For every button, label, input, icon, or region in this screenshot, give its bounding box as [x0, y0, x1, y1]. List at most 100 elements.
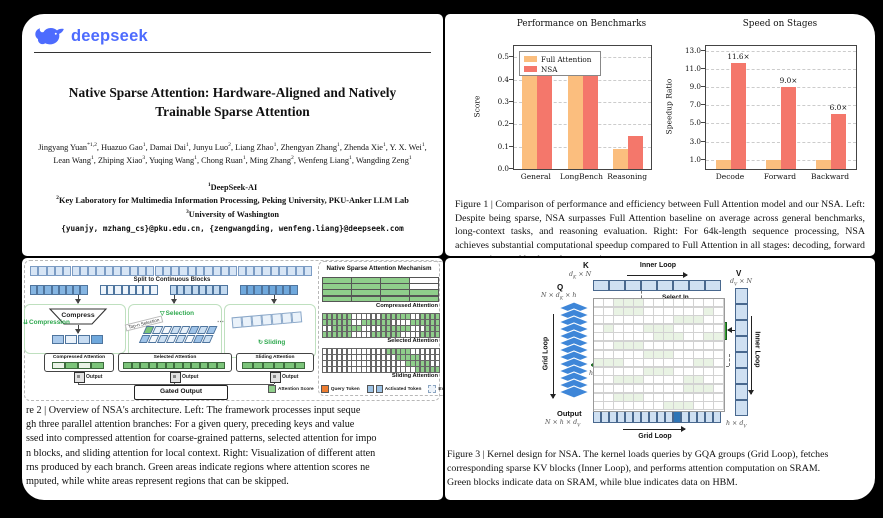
select-in-top-label: Select In	[662, 294, 689, 301]
sliding-grid-cell	[410, 366, 416, 373]
inner-loop-top-arrow	[627, 272, 688, 279]
y-tick-mark	[701, 104, 705, 106]
token-cell	[30, 266, 39, 276]
author: Yuqing Wang1	[149, 155, 197, 166]
bar-value-label: 9.0×	[779, 76, 798, 85]
panel-figure1: Performance on Benchmarks Score Full Atten…	[445, 14, 875, 256]
y-axis-label: Speedup Ratio	[664, 78, 674, 134]
selected-grid-cell	[346, 331, 352, 338]
y-tick-label: 5.0	[689, 118, 701, 128]
y-tick-label: 9.0	[689, 82, 701, 91]
attn-cell	[140, 362, 149, 369]
grid-cell	[713, 306, 724, 316]
output-gate-inner	[273, 375, 276, 378]
chart-title: Speed on Stages	[742, 19, 818, 29]
token-cell	[137, 266, 147, 276]
grid-cell	[593, 401, 604, 411]
author: Jingyang Yuan*1,2	[38, 142, 97, 153]
sliding-grid-label: Sliding Attention	[391, 373, 438, 379]
bar	[582, 64, 598, 169]
token-cell	[121, 266, 130, 276]
grid-cell	[683, 401, 694, 411]
k-cell	[705, 280, 721, 291]
sliding-cell	[291, 311, 303, 324]
author-line: Jingyang Yuan*1,2, Huazuo Gao1, Damai Da…	[38, 142, 427, 166]
author: Ming Zhang2	[249, 155, 294, 166]
block-cell	[58, 285, 66, 295]
attn-cell	[252, 362, 263, 369]
block-cell	[44, 285, 52, 295]
block-cell	[184, 285, 192, 295]
selected-grid-cell	[361, 331, 367, 338]
y-tick-label: 0.1	[497, 141, 509, 151]
selected-grid-cell	[380, 331, 387, 338]
bar	[567, 71, 583, 169]
token-cell	[196, 266, 205, 276]
x-tick-label: LongBench	[560, 172, 603, 181]
grid-cell	[713, 323, 724, 333]
token-cell	[104, 266, 113, 276]
block-cell	[128, 285, 136, 295]
legend-label: NSA	[541, 64, 558, 74]
token-cell	[229, 266, 238, 276]
sliding-label-text: Sliding	[264, 339, 286, 346]
token-cell	[154, 266, 163, 276]
grid-cell	[623, 401, 634, 411]
block-cell	[206, 285, 214, 295]
grid-cell	[673, 401, 684, 411]
bar	[831, 114, 846, 169]
selection-label: ▽Selection	[160, 310, 194, 317]
selected-grid-cell	[356, 331, 362, 338]
ellipsis: ⋯	[217, 319, 224, 326]
token-cell	[270, 266, 279, 276]
legend-swatch	[268, 385, 276, 393]
output-cell	[593, 411, 601, 423]
token-cell	[96, 266, 105, 276]
output-gate	[170, 372, 181, 383]
k-dims: dK × N	[569, 271, 592, 281]
bar	[816, 159, 831, 169]
compressed-cell	[52, 335, 64, 344]
caption-line: corresponding sparse KV blocks (Inner Lo…	[447, 463, 821, 475]
v-cell	[735, 368, 748, 384]
select-in-top-dash	[641, 291, 642, 298]
bar	[766, 159, 781, 169]
block-cell	[51, 285, 59, 295]
token-cell	[171, 266, 180, 276]
chart-title: Performance on Benchmarks	[516, 19, 647, 29]
block-cell	[247, 285, 255, 295]
compressed-cell	[65, 335, 77, 344]
sliding-grid-cell	[356, 366, 362, 373]
sliding-grid-cell	[434, 366, 441, 373]
output-cell	[649, 411, 657, 423]
block-cell	[254, 285, 262, 295]
bar	[628, 136, 644, 169]
sliding-grid-cell	[429, 366, 436, 373]
sliding-grid-cell	[326, 366, 333, 373]
sliding-grid-cell	[371, 366, 377, 373]
attn-cell	[123, 362, 132, 369]
v-label: V	[736, 269, 742, 278]
author: Y. X. Wei1	[389, 142, 425, 153]
v-cell	[735, 336, 748, 352]
token-cell	[129, 266, 138, 276]
figure3-caption: Figure 3 | Kernel design for NSA. The ke…	[447, 448, 875, 491]
token-cell	[113, 266, 122, 276]
compressed-cell	[91, 335, 103, 344]
branch-arrow	[75, 295, 82, 304]
block-cell	[30, 285, 38, 295]
selected-grid-cell	[326, 331, 333, 338]
attn-cell	[273, 362, 284, 369]
y-tick-mark	[701, 140, 705, 142]
branch-arrow	[171, 295, 178, 304]
select-in-right-dash	[729, 354, 730, 366]
mechanism-title: Native Sparse Attention Mechanism	[326, 265, 432, 272]
grid-cell	[713, 401, 724, 411]
output-cell	[609, 411, 617, 423]
sliding-grid-cell	[400, 366, 406, 373]
sliding-grid-cell	[322, 366, 328, 373]
sliding-grid-cell	[375, 366, 382, 373]
selected-grid-cell	[336, 331, 343, 338]
paper-title: Native Sparse Attention: Hardware-Aligne…	[68, 85, 397, 120]
block-cell	[170, 285, 178, 295]
